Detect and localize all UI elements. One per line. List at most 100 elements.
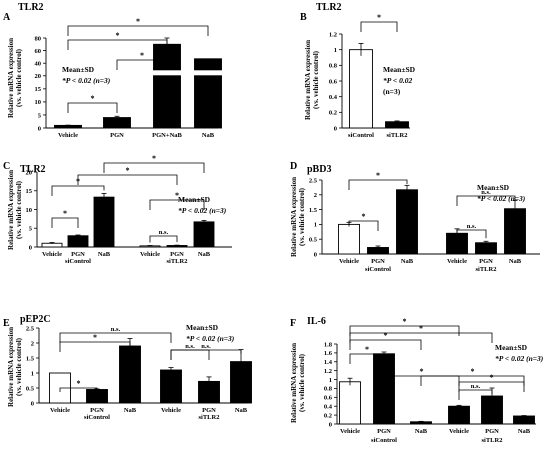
bar-1 — [67, 235, 89, 248]
significance-star: * — [136, 17, 140, 26]
y-tick-label: 40 — [35, 61, 42, 68]
stats-annotation: (n=3) — [383, 87, 401, 96]
y-tick-label: 1 — [329, 377, 332, 384]
ns-label: n.s. — [467, 223, 477, 230]
x-category-label: NaB — [518, 428, 531, 435]
bar-4 — [475, 242, 497, 255]
panel-title: IL-6 — [307, 316, 326, 327]
significance-bracket — [348, 220, 379, 231]
y-tick-label: 0 — [334, 125, 337, 132]
x-category-label: NaB — [198, 251, 211, 258]
x-category-label: PGN — [202, 407, 216, 414]
significance-bracket — [170, 349, 242, 360]
y-axis-label: Relative mRNA expression(vs. vehicle con… — [7, 38, 23, 118]
significance-bracket — [420, 375, 525, 386]
significance-star: * — [420, 367, 424, 376]
significance-bracket — [51, 185, 105, 196]
axis-break-gap — [193, 70, 223, 76]
group-label: siControl — [365, 266, 391, 273]
panel-title: pBD3 — [307, 164, 331, 175]
y-tick-label: 0.4 — [324, 404, 333, 411]
significance-star: * — [419, 324, 423, 333]
bar-2 — [119, 345, 141, 404]
stats-annotation: *P < 0.02 (n=3) — [495, 354, 544, 363]
significance-star: * — [77, 379, 81, 388]
ns-label: n.s. — [185, 343, 195, 350]
significance-star: * — [140, 51, 144, 60]
y-tick-label: 0 — [29, 244, 32, 251]
significance-star: * — [403, 317, 407, 326]
y-tick-label: 0.5 — [309, 237, 318, 244]
y-tick-label: 0 — [38, 125, 41, 132]
significance-star: * — [126, 166, 130, 175]
significance-star: * — [362, 212, 366, 221]
y-axis-label: Relative mRNA expression(vs. vehicle con… — [304, 40, 320, 120]
significance-star: * — [471, 367, 475, 376]
significance-star: * — [377, 13, 381, 22]
bar-3 — [160, 369, 182, 404]
panel-label: A — [3, 12, 11, 23]
significance-bracket — [456, 195, 516, 206]
y-axis-label: Relative mRNA expression(vs. vehicle con… — [7, 327, 23, 407]
significance-star: * — [376, 171, 380, 180]
y-tick-label: 2 — [314, 192, 317, 199]
significance-bracket — [59, 332, 172, 343]
bar-1 — [103, 117, 131, 129]
significance-bracket — [67, 39, 168, 50]
significance-bracket — [149, 199, 205, 210]
y-tick-label: 15 — [35, 86, 42, 93]
stats-annotation: Mean±SD — [383, 65, 416, 74]
bar-0 — [338, 223, 360, 255]
x-category-label: PGN — [170, 251, 184, 258]
group-label: siControl — [371, 437, 397, 444]
stats-annotation: *P < 0.02 (n=3) — [477, 194, 526, 203]
y-tick-label: 1.5 — [26, 355, 35, 362]
significance-bracket — [59, 341, 131, 352]
significance-star: * — [152, 154, 156, 163]
group-label: siTLR2 — [482, 437, 503, 444]
y-tick-label: 2.5 — [26, 325, 35, 332]
bar-1 — [385, 121, 409, 129]
panel-label: D — [290, 161, 297, 172]
x-category-label: Vehicle — [140, 251, 160, 258]
axis-break-gap — [152, 70, 182, 76]
y-tick-label: 0 — [31, 400, 34, 407]
ns-label: n.s. — [201, 343, 211, 350]
significance-bracket — [458, 389, 493, 400]
bar-1 — [373, 353, 395, 425]
x-category-label: PGN+NaB — [152, 132, 182, 139]
y-tick-label: 2.5 — [309, 177, 318, 184]
x-category-label: siTLR2 — [387, 132, 408, 139]
bar-3 — [448, 405, 470, 425]
y-tick-label: 0.2 — [324, 412, 332, 419]
y-tick-label: 2 — [31, 340, 34, 347]
significance-bracket — [77, 174, 178, 185]
x-category-label: PGN — [71, 251, 85, 258]
panel-title: TLR2 — [316, 2, 342, 13]
y-tick-label: 0.2 — [329, 110, 337, 117]
significance-bracket — [116, 59, 168, 70]
ns-label: n.s. — [111, 326, 121, 333]
significance-bracket — [59, 387, 98, 392]
bar-2 — [93, 196, 115, 248]
y-axis-label: Relative mRNA expression(vs. vehicle con… — [7, 170, 23, 250]
significance-bracket — [458, 381, 525, 392]
y-axis-label: Relative mRNA expression(vs. vehicle con… — [290, 343, 306, 423]
significance-star: * — [175, 191, 179, 200]
x-category-label: PGN — [377, 428, 391, 435]
x-category-label: PGN — [479, 258, 493, 265]
significance-star: * — [490, 373, 494, 382]
stats-annotation: *P < 0.02 (n=3) — [186, 334, 235, 343]
panel-F: F IL-6 Relative mRNA expression(vs. vehicl… — [290, 316, 544, 444]
significance-bracket — [51, 217, 79, 228]
panel-label: C — [3, 161, 10, 172]
significance-bracket — [349, 353, 385, 364]
ns-label: n.s. — [481, 189, 491, 196]
significance-bracket — [349, 332, 493, 343]
y-tick-label: 10 — [35, 99, 42, 106]
significance-star: * — [116, 31, 120, 40]
significance-star: * — [93, 333, 97, 342]
